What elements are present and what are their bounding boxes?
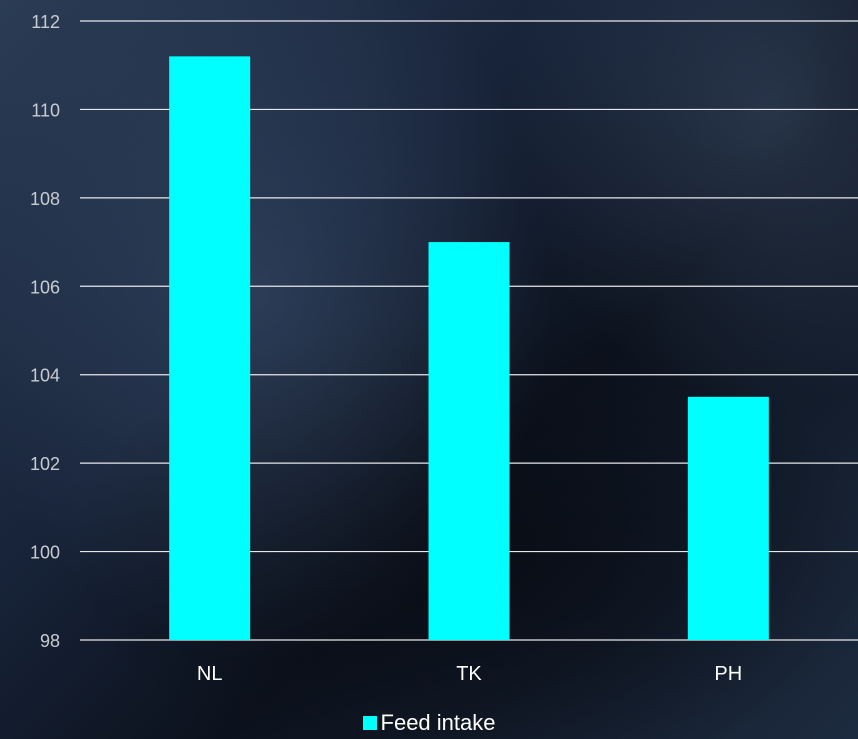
y-tick-label: 102 — [30, 454, 60, 474]
y-tick-label: 104 — [30, 366, 60, 386]
y-axis-ticks: 98 100 102 104 106 108 110 112 — [30, 12, 60, 651]
y-tick-label: 100 — [30, 543, 60, 563]
bar-ph — [687, 396, 769, 640]
bar-tk — [428, 242, 510, 641]
y-tick-label: 108 — [30, 189, 60, 209]
x-axis-categories: NL TK PH — [197, 663, 742, 685]
y-tick-label: 112 — [31, 12, 60, 32]
y-tick-label: 106 — [30, 277, 60, 297]
y-tick-label: 110 — [31, 100, 60, 120]
legend-swatch — [362, 716, 377, 730]
x-category-label: NL — [197, 663, 223, 685]
x-category-label: PH — [714, 663, 742, 685]
x-category-label: TK — [456, 663, 482, 685]
legend: Feed intake — [0, 710, 858, 736]
y-tick-label: 98 — [40, 631, 60, 651]
bars — [169, 56, 769, 641]
bar-nl — [169, 56, 251, 640]
legend-label: Feed intake — [380, 710, 496, 735]
